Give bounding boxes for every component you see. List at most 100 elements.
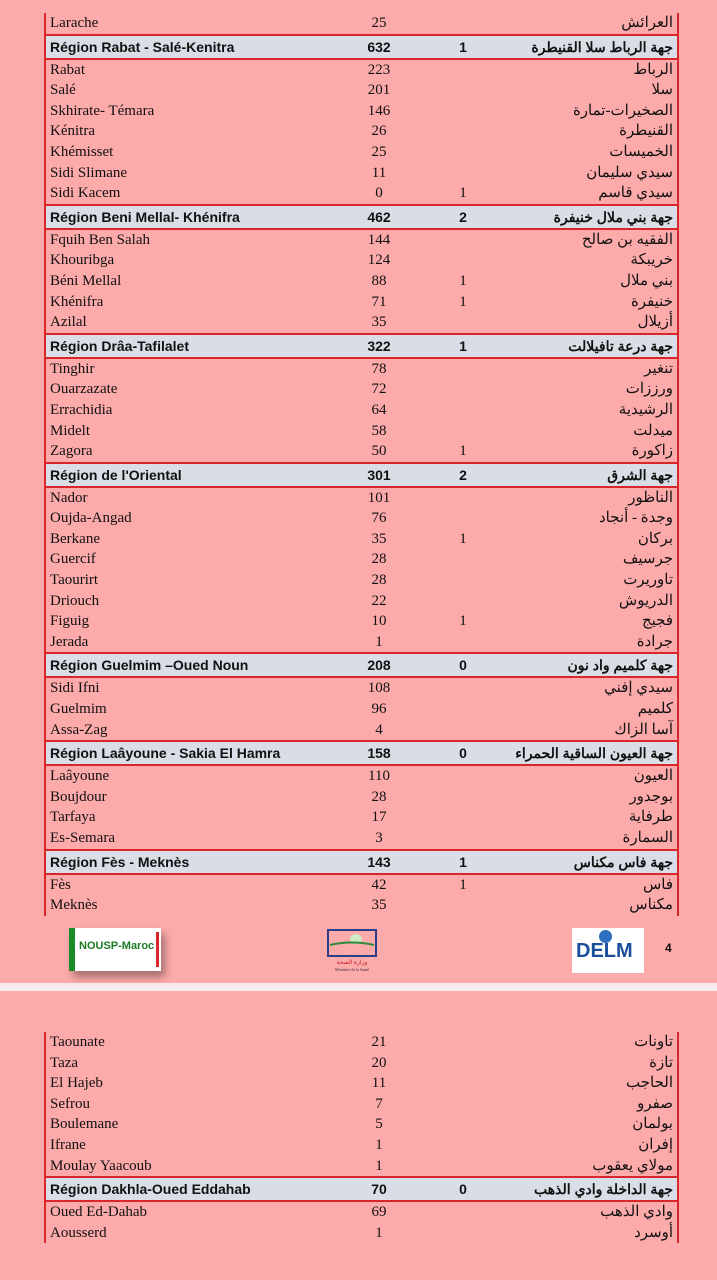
count: 35 bbox=[371, 530, 387, 547]
count: 69 bbox=[371, 1204, 387, 1221]
name-ar: جهة العيون الساقية الحمراء bbox=[515, 745, 673, 762]
name-ar: القنيطرة bbox=[619, 123, 673, 140]
region-row: Région Beni Mellal- Khénifra 462 2 جهة بني … bbox=[46, 203, 677, 230]
name-ar: إفران bbox=[638, 1136, 673, 1153]
name-fr: Tinghir bbox=[50, 360, 95, 377]
count: 88 bbox=[371, 272, 387, 289]
deaths: 0 bbox=[459, 1181, 467, 1198]
name-ar: العيون bbox=[633, 768, 673, 785]
deaths: 2 bbox=[459, 208, 467, 225]
name-fr: Région Dakhla-Oued Eddahab bbox=[50, 1181, 251, 1198]
name-ar: زاكورة bbox=[631, 443, 673, 460]
name-ar: جهة الشرق bbox=[607, 466, 673, 483]
name-ar: العرائش bbox=[621, 15, 673, 31]
count: 1 bbox=[375, 1136, 383, 1153]
count: 223 bbox=[367, 61, 391, 78]
deaths: 0 bbox=[459, 657, 467, 674]
name-ar: مكناس bbox=[629, 897, 673, 914]
count: 1 bbox=[375, 1224, 383, 1241]
count: 25 bbox=[371, 15, 387, 31]
name-fr: Fquih Ben Salah bbox=[50, 231, 150, 248]
table-row: Sidi Ifni 108 سيدي إفني bbox=[46, 678, 677, 699]
name-fr: Khénifra bbox=[50, 293, 104, 310]
name-fr: Guelmim bbox=[50, 701, 107, 718]
region-row: Région Dakhla-Oued Eddahab 70 0 جهة الداخلة… bbox=[46, 1176, 677, 1203]
name-ar: فاس bbox=[642, 876, 673, 893]
count: 10 bbox=[371, 613, 387, 630]
table-row: Berkane 35 1 بركان bbox=[46, 529, 677, 550]
name-fr: Rabat bbox=[50, 61, 85, 78]
deaths: 1 bbox=[459, 293, 467, 310]
name-fr: Boulemane bbox=[50, 1116, 119, 1133]
name-ar: الرباط bbox=[633, 61, 673, 78]
name-fr: Driouch bbox=[50, 592, 100, 609]
count: 1 bbox=[375, 1157, 383, 1174]
deaths: 1 bbox=[459, 853, 467, 870]
name-ar: خريبكة bbox=[630, 252, 673, 269]
count: 143 bbox=[367, 853, 391, 870]
name-ar: جهة فاس مكناس bbox=[573, 853, 673, 870]
table-row: Rabat 223 الرباط bbox=[46, 60, 677, 81]
name-ar: جهة الرباط سلا القنيطرة bbox=[531, 38, 673, 55]
name-ar: بركان bbox=[637, 530, 673, 547]
count: 42 bbox=[371, 876, 387, 893]
table-row: Taounate 21 تاونات bbox=[46, 1032, 677, 1053]
name-fr: Meknès bbox=[50, 897, 98, 914]
ministry-of-health-logo: وزارة الصحة Ministère de la Santé bbox=[326, 928, 378, 973]
delm-logo: DELM bbox=[572, 928, 644, 973]
name-fr: Région Beni Mellal- Khénifra bbox=[50, 208, 240, 225]
count: 26 bbox=[371, 123, 387, 140]
table-row: Figuig 10 1 فجيج bbox=[46, 611, 677, 632]
name-fr: Aousserd bbox=[50, 1224, 107, 1241]
svg-text:وزارة الصحة: وزارة الصحة bbox=[337, 959, 368, 966]
name-ar: السمارة bbox=[622, 830, 673, 846]
name-fr: Ifrane bbox=[50, 1136, 86, 1153]
name-ar: خنيفرة bbox=[630, 293, 673, 310]
deaths: 1 bbox=[459, 530, 467, 547]
name-fr: Boujdour bbox=[50, 788, 107, 805]
table-row: Azilal 35 أزيلال bbox=[46, 312, 677, 333]
name-ar: تاوريرت bbox=[623, 572, 673, 589]
name-ar: صفرو bbox=[637, 1095, 673, 1112]
name-fr: Azilal bbox=[50, 314, 87, 331]
name-ar: الصخيرات-تمارة bbox=[572, 102, 673, 119]
name-fr: Tarfaya bbox=[50, 809, 96, 826]
name-fr: Région Drâa-Tafilalet bbox=[50, 337, 189, 354]
name-fr: Béni Mellal bbox=[50, 272, 122, 289]
table-row: Guercif 28 جرسيف bbox=[46, 549, 677, 570]
name-ar: سلا bbox=[651, 82, 673, 99]
count: 208 bbox=[367, 657, 391, 674]
count: 462 bbox=[367, 208, 391, 225]
name-ar: جهة بني ملال خنيفرة bbox=[553, 208, 673, 225]
region-row: Région Guelmim –Oued Noun 208 0 جهة كلميم و… bbox=[46, 652, 677, 679]
count: 28 bbox=[371, 788, 387, 805]
table-row: Taourirt 28 تاوريرت bbox=[46, 570, 677, 591]
count: 146 bbox=[367, 102, 391, 119]
name-fr: Kénitra bbox=[50, 123, 95, 140]
delm-logo-text: DELM bbox=[576, 940, 633, 962]
name-fr: Taza bbox=[50, 1054, 79, 1071]
name-fr: Nador bbox=[50, 489, 88, 506]
name-fr: Errachidia bbox=[50, 401, 113, 418]
name-fr: Région Guelmim –Oued Noun bbox=[50, 657, 249, 674]
count: 78 bbox=[371, 360, 387, 377]
name-ar: جرادة bbox=[636, 633, 673, 650]
table-row: Ifrane 1 إفران bbox=[46, 1135, 677, 1156]
count: 71 bbox=[371, 293, 387, 310]
count: 4 bbox=[375, 721, 383, 738]
nousp-maroc-logo: NOUSP-Maroc bbox=[69, 928, 161, 971]
name-ar: سيدي سليمان bbox=[586, 164, 673, 181]
deaths: 0 bbox=[459, 745, 467, 762]
nousp-logo-text: NOUSP-Maroc bbox=[79, 940, 155, 952]
region-row: Région Rabat - Salé-Kenitra 632 1 جهة الربا… bbox=[46, 33, 677, 60]
name-ar: الخميسات bbox=[609, 143, 673, 160]
count: 11 bbox=[371, 164, 387, 181]
table-row: Oued Ed-Dahab 69 وادي الذهب bbox=[46, 1202, 677, 1223]
count: 11 bbox=[371, 1075, 387, 1092]
table-row: Zagora 50 1 زاكورة bbox=[46, 441, 677, 462]
name-ar: جرسيف bbox=[622, 551, 673, 568]
name-ar: أزيلال bbox=[637, 314, 673, 331]
count: 64 bbox=[371, 401, 387, 418]
count: 22 bbox=[371, 592, 387, 609]
table-row: Skhirate- Témara 146 الصخيرات-تمارة bbox=[46, 101, 677, 122]
